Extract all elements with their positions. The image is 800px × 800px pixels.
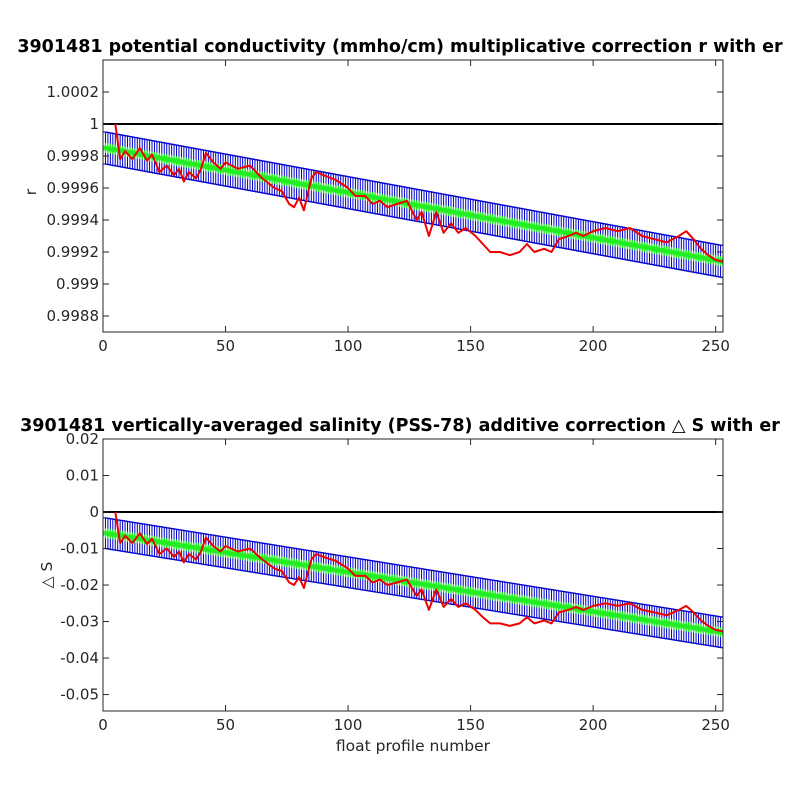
bottom-y-tick-label: -0.02 <box>60 576 99 594</box>
bottom-y-tick-label: -0.03 <box>60 613 99 631</box>
bottom-x-tick-label: 150 <box>456 716 485 734</box>
top-plot-background <box>103 60 723 332</box>
bottom-x-tick-label: 200 <box>579 716 608 734</box>
top-y-tick-label: 1.0002 <box>47 83 100 101</box>
bottom-chart-title: 3901481 vertically-averaged salinity (PS… <box>20 416 780 436</box>
top-y-tick-label: 1 <box>89 115 99 133</box>
bottom-x-tick-label: 50 <box>216 716 235 734</box>
top-axes-frame <box>102 59 724 333</box>
bottom-y-tick-label: -0.01 <box>60 540 99 558</box>
bottom-y-tick-label: 0.02 <box>66 430 99 448</box>
top-y-tick-label: 0.9988 <box>47 307 100 325</box>
bottom-plot-background <box>103 439 723 711</box>
bottom-panel-salinity-correction: 3901481 vertically-averaged salinity (PS… <box>20 416 780 755</box>
top-x-tick-label: 150 <box>456 337 485 355</box>
bottom-series-line <box>114 511 723 633</box>
bottom-x-tick-label: 100 <box>334 716 363 734</box>
bottom-y-tick-label: 0 <box>89 503 99 521</box>
bottom-y-axis-label: △ S <box>38 562 56 589</box>
bottom-fit-marker-d2 <box>719 631 723 636</box>
bottom-ticks: 0 50 100 150 200 250 -0.05 -0.04 -0.03 -0.02 -0.01… <box>60 430 730 734</box>
top-y-tick-label: 0.9996 <box>47 179 100 197</box>
bottom-x-tick-label: 0 <box>98 716 108 734</box>
top-y-axis-label: r <box>22 188 40 195</box>
top-series-line <box>114 123 723 263</box>
top-panel-r-correction: 3901481 potential conductivity (mmho/cm)… <box>17 37 783 355</box>
bottom-x-tick-label: 250 <box>701 716 730 734</box>
top-x-tick-label: 200 <box>579 337 608 355</box>
top-x-tick-label: 0 <box>98 337 108 355</box>
bottom-y-tick-label: 0.01 <box>66 467 99 485</box>
bottom-fit-markers <box>103 528 723 638</box>
bottom-y-tick-label: -0.05 <box>60 686 99 704</box>
top-fit-marker-d2 <box>719 260 723 266</box>
bottom-x-axis-label: float profile number <box>336 737 491 755</box>
bottom-plot-area <box>103 511 723 649</box>
top-ticks: 0 50 100 150 200 250 0.9988 0.999 0.9992 0.9994 0.… <box>47 60 730 355</box>
top-y-tick-label: 0.9994 <box>47 211 100 229</box>
top-y-tick-label: 0.9998 <box>47 147 100 165</box>
bottom-axes-frame <box>102 438 724 712</box>
top-y-tick-label: 0.9992 <box>47 243 100 261</box>
top-x-tick-label: 100 <box>334 337 363 355</box>
top-y-tick-label: 0.999 <box>56 275 99 293</box>
bottom-y-tick-label: -0.04 <box>60 649 99 667</box>
top-chart-title: 3901481 potential conductivity (mmho/cm)… <box>17 37 783 57</box>
top-x-tick-label: 250 <box>701 337 730 355</box>
top-fit-markers <box>103 143 723 267</box>
top-fit-marker-d1 <box>719 258 723 263</box>
top-plot-area <box>103 123 723 279</box>
top-x-tick-label: 50 <box>216 337 235 355</box>
